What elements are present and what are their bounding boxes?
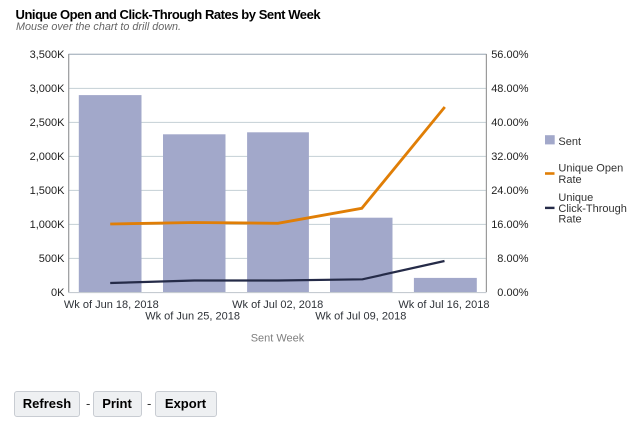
svg-text:48.00%: 48.00% — [491, 83, 529, 95]
svg-text:Rate: Rate — [558, 174, 581, 186]
svg-text:Wk of Jul 16, 2018: Wk of Jul 16, 2018 — [398, 299, 489, 311]
svg-text:Rate: Rate — [558, 214, 581, 226]
svg-text:8.00%: 8.00% — [497, 253, 528, 265]
svg-text:0K: 0K — [51, 287, 65, 299]
svg-text:1,500K: 1,500K — [30, 185, 66, 197]
svg-text:56.00%: 56.00% — [491, 49, 529, 61]
svg-text:16.00%: 16.00% — [491, 219, 529, 231]
svg-text:Wk of Jun 18, 2018: Wk of Jun 18, 2018 — [64, 299, 159, 311]
svg-text:Unique: Unique — [558, 192, 593, 204]
svg-text:2,000K: 2,000K — [30, 151, 66, 163]
svg-text:Click-Through: Click-Through — [558, 203, 626, 215]
svg-text:Wk of Jun 25, 2018: Wk of Jun 25, 2018 — [145, 311, 240, 323]
svg-text:1,000K: 1,000K — [30, 219, 66, 231]
svg-text:Wk of Jul 02, 2018: Wk of Jul 02, 2018 — [232, 299, 323, 311]
svg-text:Wk of Jul 09, 2018: Wk of Jul 09, 2018 — [315, 311, 406, 323]
svg-text:3,500K: 3,500K — [30, 49, 66, 61]
svg-text:500K: 500K — [39, 253, 65, 265]
svg-text:0.00%: 0.00% — [497, 287, 528, 299]
svg-text:3,000K: 3,000K — [30, 83, 66, 95]
svg-text:Sent Week: Sent Week — [251, 333, 305, 345]
svg-text:24.00%: 24.00% — [491, 185, 529, 197]
svg-text:32.00%: 32.00% — [491, 151, 529, 163]
svg-text:Unique Open: Unique Open — [558, 163, 623, 175]
svg-text:40.00%: 40.00% — [491, 117, 529, 129]
svg-text:Sent: Sent — [558, 136, 581, 148]
svg-text:2,500K: 2,500K — [30, 117, 66, 129]
